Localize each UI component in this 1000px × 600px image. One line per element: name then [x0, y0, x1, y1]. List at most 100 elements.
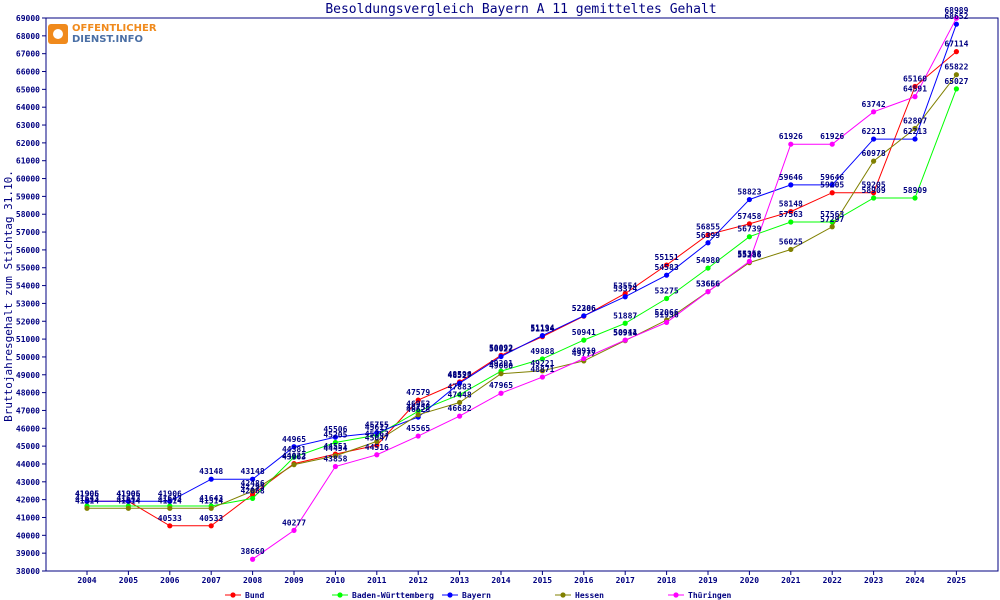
x-tick-label: 2024: [905, 576, 924, 585]
data-point: [291, 527, 297, 533]
data-label: 44516: [365, 443, 389, 452]
data-label: 64591: [903, 85, 927, 94]
series-line-Baden-Württemberg: [87, 88, 957, 507]
data-label: 45617: [365, 423, 389, 432]
data-point: [84, 498, 90, 504]
data-label: 56855: [696, 223, 720, 232]
data-point: [498, 390, 504, 396]
data-point: [332, 463, 338, 470]
data-label: 52306: [572, 304, 596, 313]
data-point: [125, 505, 131, 511]
data-label: 45755: [365, 421, 389, 430]
data-point: [581, 355, 587, 362]
data-point: [912, 136, 918, 142]
data-point: [457, 380, 463, 386]
x-tick-label: 2017: [616, 576, 635, 585]
data-label: 52066: [655, 308, 679, 317]
x-tick-label: 2010: [326, 576, 345, 585]
data-label: 51936: [655, 310, 679, 319]
data-label: 46755: [406, 403, 430, 412]
data-point: [912, 125, 918, 132]
x-tick-label: 2009: [284, 576, 303, 585]
y-tick-label: 65000: [16, 85, 40, 94]
data-label: 50914: [613, 329, 637, 338]
data-label: 44022: [282, 452, 306, 461]
data-point: [664, 295, 670, 302]
data-point: [705, 232, 711, 238]
data-label: 61926: [820, 132, 844, 141]
data-point: [871, 109, 877, 115]
data-point: [581, 313, 587, 319]
data-label: 46682: [448, 404, 472, 413]
y-tick-label: 42000: [16, 496, 40, 505]
y-tick-label: 56000: [16, 246, 40, 255]
y-tick-label: 58000: [16, 210, 40, 219]
data-label: 45047: [365, 433, 389, 442]
data-label: 47965: [489, 381, 513, 390]
plot-frame: [45, 17, 999, 572]
data-point: [539, 368, 546, 374]
data-label: 52286: [572, 304, 596, 313]
y-tick-label: 69000: [16, 14, 40, 23]
data-label: 55286: [737, 251, 761, 260]
data-point: [871, 136, 877, 142]
data-label: 55151: [655, 253, 679, 262]
data-label: 58909: [903, 186, 927, 195]
data-point: [581, 337, 587, 343]
data-label: 43148: [199, 467, 223, 476]
x-tick-label: 2007: [202, 576, 221, 585]
x-tick-label: 2015: [533, 576, 552, 585]
x-tick-label: 2004: [77, 576, 96, 585]
y-tick-label: 64000: [16, 103, 40, 112]
data-point: [829, 182, 835, 188]
data-label: 56025: [779, 237, 803, 246]
data-point: [788, 141, 794, 147]
data-label: 49201: [489, 359, 513, 368]
data-point: [664, 262, 670, 268]
data-label: 45205: [323, 430, 347, 439]
data-point: [332, 439, 338, 446]
data-label: 55358: [737, 249, 761, 258]
x-tick-label: 2011: [367, 576, 386, 585]
data-point: [208, 476, 214, 482]
data-label: 59646: [820, 173, 844, 182]
series-line-Bund: [87, 51, 957, 527]
data-label: 58148: [779, 200, 803, 209]
data-label: 57458: [737, 212, 761, 221]
data-point: [457, 392, 463, 398]
y-tick-label: 38000: [16, 567, 40, 576]
data-label: 62807: [903, 116, 927, 125]
data-label: 59646: [779, 173, 803, 182]
y-tick-label: 57000: [16, 228, 40, 237]
data-label: 49910: [572, 347, 596, 356]
data-label: 41643: [158, 494, 182, 503]
data-point: [622, 294, 628, 300]
data-label: 41514: [199, 496, 223, 505]
data-point: [664, 319, 670, 325]
data-label: 67114: [944, 40, 968, 49]
data-label: 62213: [862, 127, 886, 136]
y-tick-label: 60000: [16, 175, 40, 184]
y-tick-label: 55000: [16, 264, 40, 273]
data-label: 44381: [282, 445, 306, 454]
data-label: 43858: [323, 455, 347, 464]
data-point: [829, 224, 835, 230]
data-label: 50092: [489, 343, 513, 352]
data-point: [953, 72, 960, 78]
data-label: 57563: [820, 210, 844, 219]
data-point: [871, 190, 877, 196]
data-point: [208, 505, 214, 511]
data-point: [415, 433, 421, 439]
legend-label: Bund: [245, 591, 264, 600]
logo-line-1: OFFENTLICHER: [72, 23, 157, 34]
data-label: 59205: [862, 181, 886, 190]
data-point: [746, 258, 753, 264]
data-point: [953, 21, 960, 27]
y-tick-label: 66000: [16, 68, 40, 77]
data-label: 65027: [944, 77, 968, 86]
legend-label: Baden-Württemberg: [352, 591, 434, 600]
data-point: [125, 498, 131, 504]
y-tick-label: 51000: [16, 335, 40, 344]
data-label: 56399: [696, 231, 720, 240]
data-label: 53374: [613, 285, 637, 294]
